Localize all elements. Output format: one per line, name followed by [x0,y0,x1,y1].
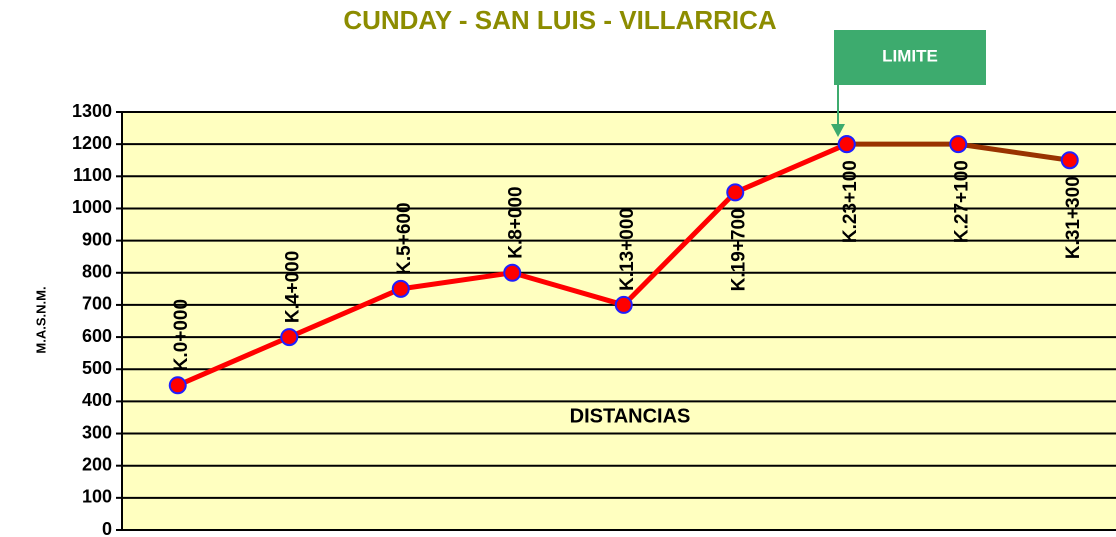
point-label: K.4+000 [282,251,303,323]
x-axis-label: DISTANCIAS [570,405,691,427]
y-axis-label: M.A.S.N.M. [33,286,48,353]
y-tick-label: 800 [82,262,112,282]
y-tick-label: 600 [82,326,112,346]
y-tick-label: 0 [102,519,112,537]
point-label: K.23+100 [840,160,861,243]
marker [503,263,522,282]
point-label: K.27+100 [951,160,972,243]
point-label: K.31+300 [1063,176,1084,259]
point-label: K.13+000 [617,208,638,291]
chart-title: CUNDAY - SAN LUIS - VILLARRICA [343,5,777,35]
point-label: K.5+600 [394,202,415,274]
marker [168,376,187,395]
marker [726,183,745,202]
point-label: K.0+000 [171,299,192,371]
marker [391,279,410,298]
point-label: K.19+700 [728,208,749,291]
y-tick-label: 1100 [73,165,112,185]
y-tick-label: 1200 [72,133,112,153]
marker [949,135,968,154]
y-tick-label: 200 [82,454,112,474]
marks: K.0+000 K.4+000 K.5+600 K.8+000 K.13+000 K.19… [168,135,1084,395]
y-tick-label: 400 [82,390,112,410]
y-tick-label: 900 [82,229,112,249]
y-tick-label: 300 [82,422,112,442]
annotation-text: LIMITE [882,46,938,65]
marker [280,328,299,347]
y-tick-label: 700 [82,294,112,314]
y-tick-label: 1300 [72,101,112,121]
annotation-box [834,30,986,85]
plot-area [122,112,1116,530]
annotation-arrowhead [831,124,845,137]
y-tick-label: 500 [82,358,112,378]
point-label: K.8+000 [505,186,526,258]
marker [614,295,633,314]
marker [837,135,856,154]
y-tick-label: 1000 [72,197,112,217]
marker [1060,151,1079,170]
y-tick-label: 100 [82,487,112,507]
